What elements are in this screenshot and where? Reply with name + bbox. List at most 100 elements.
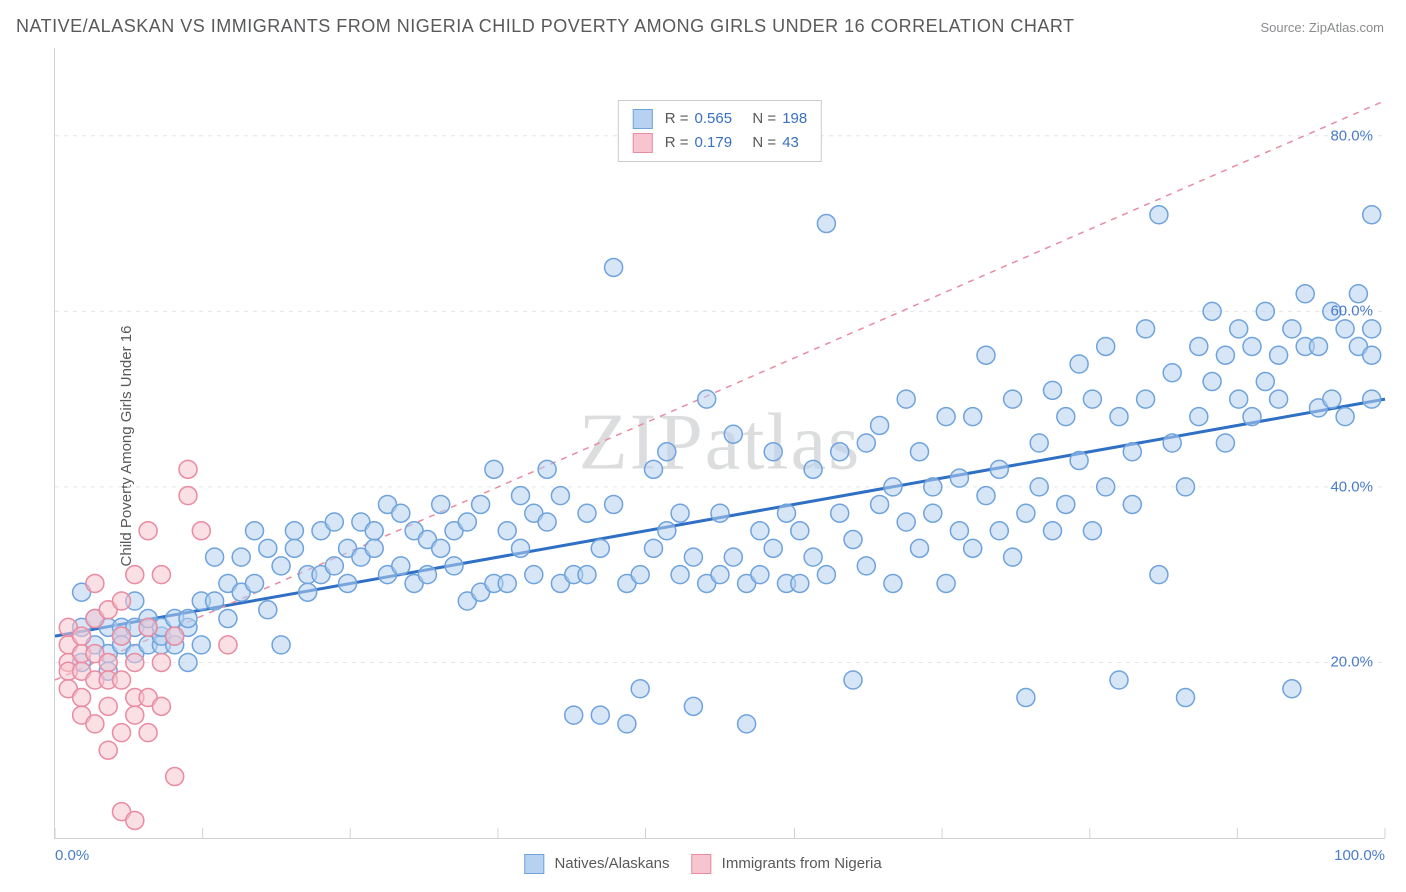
data-point (1017, 504, 1035, 522)
data-point (1283, 680, 1301, 698)
stats-swatch-pink (633, 133, 653, 153)
data-point (179, 460, 197, 478)
data-point (831, 443, 849, 461)
data-point (1270, 346, 1288, 364)
data-point (751, 522, 769, 540)
data-point (1336, 408, 1354, 426)
data-point (591, 706, 609, 724)
data-point (897, 513, 915, 531)
data-point (964, 408, 982, 426)
plot-area: ZIPatlas R = 0.565 N = 198 R = 0.179 N = (54, 48, 1385, 839)
data-point (285, 539, 303, 557)
data-point (884, 478, 902, 496)
data-point (857, 434, 875, 452)
data-point (645, 460, 663, 478)
stats-legend: R = 0.565 N = 198 R = 0.179 N = 43 (618, 100, 822, 162)
data-point (152, 697, 170, 715)
data-point (1216, 346, 1234, 364)
data-point (1070, 355, 1088, 373)
data-point (179, 487, 197, 505)
data-point (844, 531, 862, 549)
data-point (977, 487, 995, 505)
data-point (605, 495, 623, 513)
data-point (285, 522, 303, 540)
data-point (126, 653, 144, 671)
data-point (139, 618, 157, 636)
data-point (724, 425, 742, 443)
data-point (1230, 320, 1248, 338)
data-point (325, 557, 343, 575)
data-point (924, 478, 942, 496)
data-point (538, 460, 556, 478)
legend-swatch-blue (524, 854, 544, 874)
data-point (1057, 408, 1075, 426)
data-point (1243, 408, 1261, 426)
source-label: Source: ZipAtlas.com (1260, 20, 1384, 35)
data-point (538, 513, 556, 531)
y-tick-label: 20.0% (1330, 654, 1373, 671)
data-point (990, 460, 1008, 478)
data-point (844, 671, 862, 689)
data-point (432, 539, 450, 557)
data-point (1004, 548, 1022, 566)
data-point (1216, 434, 1234, 452)
data-point (871, 416, 889, 434)
legend-item-immigrants: Immigrants from Nigeria (692, 854, 882, 874)
data-point (1044, 381, 1062, 399)
data-point (911, 443, 929, 461)
data-point (1030, 434, 1048, 452)
data-point (684, 697, 702, 715)
data-point (684, 548, 702, 566)
data-point (1270, 390, 1288, 408)
data-point (152, 566, 170, 584)
data-point (86, 574, 104, 592)
data-point (272, 636, 290, 654)
data-point (1363, 390, 1381, 408)
data-point (365, 539, 383, 557)
data-point (791, 522, 809, 540)
data-point (1004, 390, 1022, 408)
legend-label: Natives/Alaskans (554, 855, 669, 872)
data-point (937, 408, 955, 426)
data-point (1363, 320, 1381, 338)
data-point (418, 566, 436, 584)
data-point (73, 627, 91, 645)
data-point (152, 653, 170, 671)
data-point (764, 539, 782, 557)
data-point (1336, 320, 1354, 338)
data-point (166, 768, 184, 786)
data-point (139, 724, 157, 742)
chart-title: NATIVE/ALASKAN VS IMMIGRANTS FROM NIGERI… (16, 16, 1075, 37)
stats-r-label: R = (665, 131, 689, 155)
data-point (365, 522, 383, 540)
data-point (1083, 522, 1101, 540)
data-point (711, 566, 729, 584)
data-point (1256, 302, 1274, 320)
data-point (1177, 689, 1195, 707)
stats-n-val: 43 (782, 131, 799, 155)
data-point (339, 574, 357, 592)
legend-label: Immigrants from Nigeria (722, 855, 882, 872)
data-point (778, 504, 796, 522)
data-point (924, 504, 942, 522)
data-point (219, 610, 237, 628)
data-point (618, 715, 636, 733)
data-point (1150, 566, 1168, 584)
data-point (525, 566, 543, 584)
data-point (1203, 373, 1221, 391)
data-point (86, 715, 104, 733)
y-tick-label: 60.0% (1330, 303, 1373, 320)
data-point (977, 346, 995, 364)
data-point (631, 566, 649, 584)
data-point (1243, 337, 1261, 355)
stats-n-label: N = (752, 107, 776, 131)
legend-item-natives: Natives/Alaskans (524, 854, 669, 874)
data-point (1017, 689, 1035, 707)
data-point (1030, 478, 1048, 496)
data-point (1150, 206, 1168, 224)
data-point (73, 689, 91, 707)
stats-swatch-blue (633, 109, 653, 129)
data-point (1190, 408, 1208, 426)
data-point (764, 443, 782, 461)
data-point (1349, 285, 1367, 303)
